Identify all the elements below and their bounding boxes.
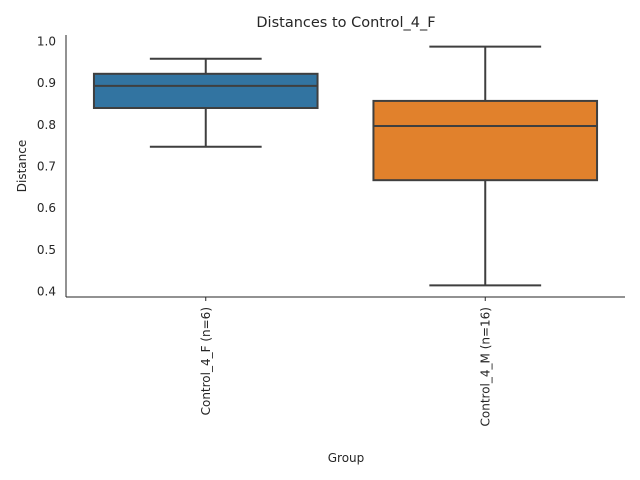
box-iqr — [92, 72, 319, 110]
y-tick-label: 0.6 — [37, 201, 56, 215]
y-tick-label: 0.7 — [37, 160, 56, 174]
box-iqr — [372, 99, 599, 182]
box-group: Control_4_M (n=16) — [372, 45, 599, 426]
y-tick-label: 0.5 — [37, 243, 56, 257]
x-axis-label: Group — [328, 451, 365, 465]
y-tick-label: 0.9 — [37, 76, 56, 90]
chart-title: Distances to Control_4_F — [256, 15, 435, 31]
y-tick-label: 0.8 — [37, 118, 56, 132]
x-tick-label: Control_4_M (n=16) — [478, 307, 492, 426]
y-axis-label: Distance — [15, 140, 29, 192]
x-tick-label: Control_4_F (n=6) — [199, 307, 213, 415]
box-group: Control_4_F (n=6) — [92, 57, 319, 415]
y-tick-label: 0.4 — [37, 285, 56, 299]
y-tick-label: 1.0 — [37, 34, 56, 48]
